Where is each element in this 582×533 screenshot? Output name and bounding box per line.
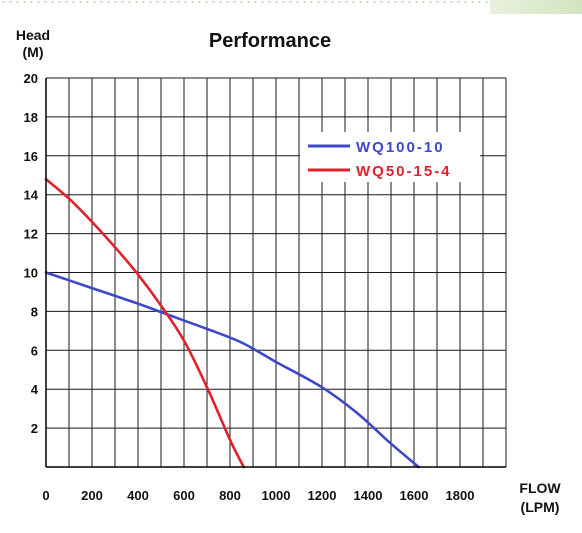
x-tick-label: 400 <box>127 488 149 503</box>
y-tick-label: 20 <box>24 71 38 86</box>
legend-label-wq100-10: WQ100-10 <box>356 139 445 156</box>
top-dotted-border <box>0 0 490 4</box>
x-tick-label: 1600 <box>400 488 429 503</box>
y-tick-label: 12 <box>24 227 38 242</box>
y-tick-label: 18 <box>24 110 38 125</box>
y-tick-label: 10 <box>24 266 38 281</box>
x-tick-labels: 0 200 400 600 800 1000 1200 1400 1600 1800 <box>42 488 474 503</box>
y-axis-label-line1: Head <box>16 27 50 43</box>
x-tick-label: 1000 <box>262 488 291 503</box>
axes <box>45 78 506 468</box>
y-tick-label: 6 <box>31 343 38 358</box>
x-tick-label: 600 <box>173 488 195 503</box>
x-axis-label-line1: FLOW <box>519 480 561 496</box>
legend: WQ100-10 WQ50-15-4 <box>300 132 480 182</box>
y-axis-label-line2: (M) <box>23 44 44 60</box>
series-line-wq50-15-4 <box>44 177 246 469</box>
y-tick-labels: 2 4 6 8 10 12 14 16 18 20 <box>24 71 39 436</box>
x-tick-label: 200 <box>81 488 103 503</box>
x-axis-label-line2: (LPM) <box>521 499 560 515</box>
grid <box>45 77 507 467</box>
y-tick-label: 16 <box>24 149 38 164</box>
y-tick-label: 2 <box>31 421 38 436</box>
y-tick-label: 8 <box>31 304 38 319</box>
x-tick-label: 1400 <box>354 488 383 503</box>
y-tick-label: 4 <box>31 382 39 397</box>
x-tick-label: 800 <box>219 488 241 503</box>
legend-label-wq50-15-4: WQ50-15-4 <box>356 163 452 180</box>
chart-title: Performance <box>209 30 331 52</box>
x-tick-label: 0 <box>42 488 49 503</box>
y-tick-label: 14 <box>24 188 39 203</box>
corner-decoration <box>490 0 582 14</box>
legend-background <box>300 132 480 182</box>
series-lines <box>44 177 420 469</box>
x-tick-label: 1800 <box>446 488 475 503</box>
x-tick-label: 1200 <box>308 488 337 503</box>
series-line-wq100-10 <box>44 271 420 469</box>
